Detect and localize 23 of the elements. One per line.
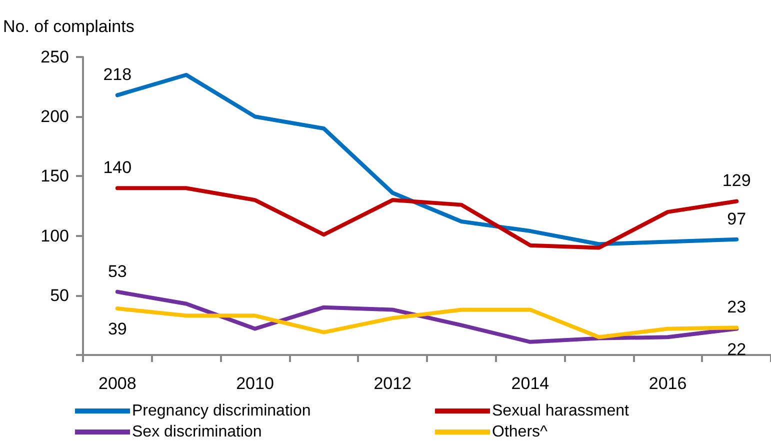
y-tick-label: 150 — [40, 166, 69, 186]
y-tick-label: 250 — [40, 48, 69, 66]
x-tick-label: 2016 — [648, 374, 687, 393]
legend-label: Sexual harassment — [492, 402, 630, 420]
x-tick-label: 2008 — [98, 374, 136, 393]
data-label: 39 — [108, 320, 127, 339]
x-tick-label: 2014 — [511, 374, 550, 393]
data-label: 140 — [103, 158, 132, 178]
y-tick-label: 50 — [50, 286, 69, 305]
data-label: 129 — [722, 171, 751, 190]
x-tick-label: 2010 — [236, 374, 274, 393]
data-label: 22 — [727, 340, 746, 359]
y-tick-label: 200 — [40, 107, 69, 126]
data-label: 23 — [727, 298, 746, 317]
x-tick-label: 2012 — [374, 374, 412, 393]
data-label: 53 — [108, 262, 127, 281]
legend-label: Pregnancy discrimination — [132, 402, 311, 420]
data-label: 97 — [727, 209, 746, 228]
legend-label: Others^ — [492, 424, 548, 440]
data-label: 218 — [103, 65, 132, 84]
legend-label: Sex discrimination — [132, 424, 262, 440]
y-axis-title: No. of complaints — [3, 17, 134, 36]
y-tick-label: 100 — [40, 226, 69, 246]
